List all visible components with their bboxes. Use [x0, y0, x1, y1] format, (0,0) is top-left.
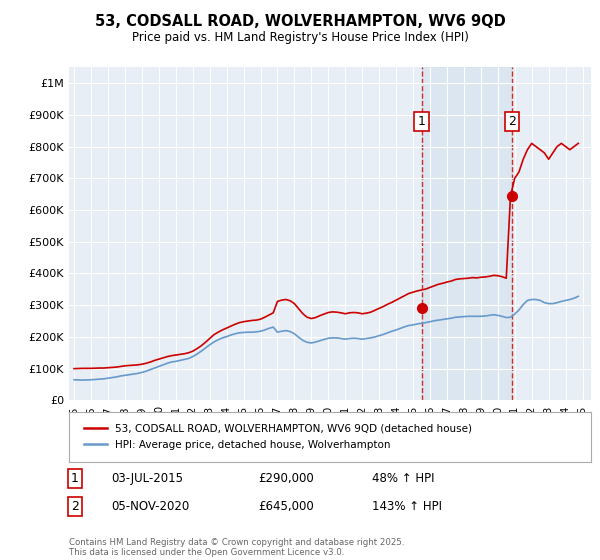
Text: 53, CODSALL ROAD, WOLVERHAMPTON, WV6 9QD: 53, CODSALL ROAD, WOLVERHAMPTON, WV6 9QD: [95, 14, 505, 29]
Text: £290,000: £290,000: [258, 472, 314, 486]
Text: 1: 1: [71, 472, 79, 486]
Text: 1: 1: [418, 115, 425, 128]
Text: Price paid vs. HM Land Registry's House Price Index (HPI): Price paid vs. HM Land Registry's House …: [131, 31, 469, 44]
Text: 2: 2: [508, 115, 516, 128]
Text: 05-NOV-2020: 05-NOV-2020: [111, 500, 189, 514]
Text: 143% ↑ HPI: 143% ↑ HPI: [372, 500, 442, 514]
Text: 03-JUL-2015: 03-JUL-2015: [111, 472, 183, 486]
Legend: 53, CODSALL ROAD, WOLVERHAMPTON, WV6 9QD (detached house), HPI: Average price, d: 53, CODSALL ROAD, WOLVERHAMPTON, WV6 9QD…: [79, 419, 476, 454]
Text: 2: 2: [71, 500, 79, 514]
Text: Contains HM Land Registry data © Crown copyright and database right 2025.
This d: Contains HM Land Registry data © Crown c…: [69, 538, 404, 557]
Text: £645,000: £645,000: [258, 500, 314, 514]
Bar: [422, 67, 512, 400]
Text: 48% ↑ HPI: 48% ↑ HPI: [372, 472, 434, 486]
